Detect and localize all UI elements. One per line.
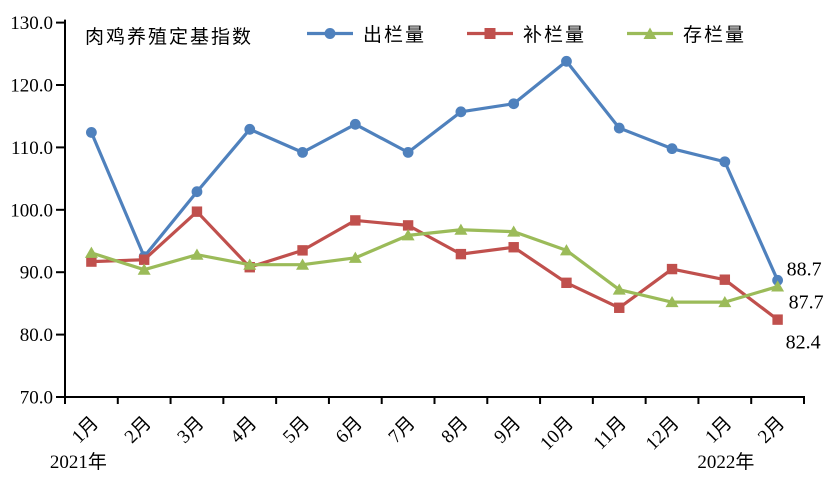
legend-item-cunlanliang: 存栏量: [626, 20, 746, 47]
x-tick-label: 11月: [590, 413, 631, 454]
data-point: [612, 283, 626, 295]
series-line-存栏量: [90, 228, 779, 304]
legend: 出栏量 补栏量 存栏量: [306, 20, 746, 47]
data-point: [243, 258, 257, 270]
x-tick-label: 1月: [701, 413, 736, 448]
data-point: [297, 146, 308, 158]
data-point: [614, 302, 625, 313]
legend-label: 存栏量: [683, 25, 747, 46]
data-point: [666, 143, 678, 155]
data-point: [297, 245, 308, 256]
data-point: [718, 295, 732, 308]
y-tick-label: 70.0: [20, 388, 53, 409]
data-point: [719, 156, 731, 168]
x-tick-label: 2月: [121, 413, 156, 448]
data-point: [402, 220, 414, 231]
x-tick-label: 3月: [173, 413, 208, 448]
x-axis-year-label: 2021年: [50, 451, 107, 473]
data-point: [348, 251, 362, 263]
data-point: [665, 295, 679, 308]
data-point: [507, 225, 521, 237]
y-tick-label: 130.0: [10, 13, 53, 34]
x-tick-label: 12月: [642, 413, 684, 455]
x-tick-label: 1月: [68, 413, 103, 448]
data-point: [85, 127, 97, 138]
data-point: [191, 186, 203, 198]
legend-item-bulanliang: 补栏量: [466, 20, 586, 47]
data-point: [244, 123, 256, 135]
x-axis-year-label: 2022年: [697, 451, 754, 473]
data-point: [402, 146, 414, 158]
data-point: [84, 246, 98, 258]
data-point: [190, 248, 204, 260]
end-value-label: 82.4: [786, 332, 821, 354]
data-point: [455, 248, 467, 260]
x-tick-label: 8月: [437, 413, 472, 448]
legend-circle-marker-icon: [307, 28, 353, 39]
data-point: [666, 263, 678, 275]
data-point: [561, 55, 572, 67]
data-point: [137, 263, 151, 275]
data-point: [349, 118, 361, 130]
data-point: [772, 314, 783, 325]
legend-label: 出栏量: [363, 25, 427, 46]
end-value-label: 87.7: [789, 292, 824, 314]
data-point: [508, 242, 519, 253]
data-point: [455, 106, 467, 118]
data-point: [401, 229, 415, 241]
x-tick-label: 10月: [536, 413, 578, 455]
legend-label: 补栏量: [523, 25, 587, 46]
chart-title: 肉鸡养殖定基指数: [85, 27, 254, 48]
legend-item-chulanliang: 出栏量: [306, 20, 426, 47]
data-point: [772, 274, 784, 286]
x-tick-label: 2月: [754, 413, 789, 448]
legend-square-marker-icon: [467, 28, 514, 39]
data-point: [191, 206, 203, 217]
x-tick-label: 4月: [226, 413, 261, 448]
data-point: [559, 244, 573, 256]
data-point: [771, 280, 785, 292]
data-point: [86, 256, 97, 267]
y-tick-label: 120.0: [10, 76, 53, 97]
end-value-label: 88.7: [787, 258, 822, 280]
data-point: [296, 258, 310, 270]
data-point: [508, 98, 520, 110]
series-line-补栏量: [91, 210, 779, 321]
legend-triangle-marker-icon: [627, 27, 674, 39]
y-tick-label: 110.0: [11, 138, 53, 159]
x-tick-label: 5月: [279, 413, 314, 448]
y-tick-label: 90.0: [20, 263, 53, 284]
data-point: [561, 277, 572, 289]
x-tick-label: 9月: [490, 413, 525, 448]
data-point: [613, 122, 625, 134]
x-tick-label: 6月: [332, 413, 367, 448]
x-tick-label: 7月: [385, 413, 420, 448]
y-tick-label: 80.0: [20, 325, 53, 346]
y-tick-label: 100.0: [10, 200, 53, 221]
series-line-出栏量: [89, 59, 780, 281]
data-point: [454, 223, 468, 235]
data-point: [719, 274, 731, 285]
data-point: [138, 254, 150, 265]
data-point: [350, 215, 361, 226]
